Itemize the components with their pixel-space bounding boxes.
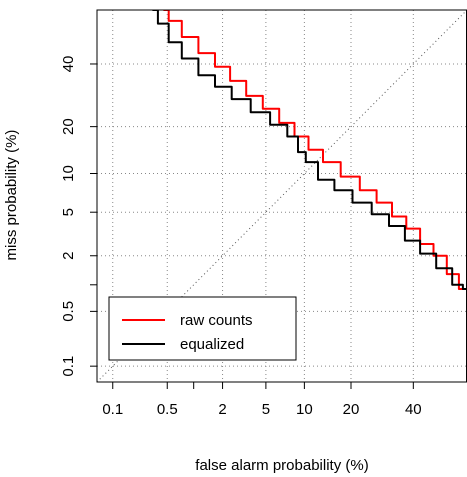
y-tick-label: 40 [60, 56, 77, 73]
x-tick-label: 5 [262, 401, 270, 418]
legend-box [108, 296, 297, 361]
x-tick-label: 10 [296, 401, 313, 418]
y-tick-label: 2 [60, 252, 77, 260]
legend-label: equalized [180, 336, 244, 353]
legend: raw counts equalized [108, 296, 297, 361]
x-tick-label: 20 [343, 401, 360, 418]
y-axis: 0.1 0.5 2 5 10 20 40 [60, 56, 97, 377]
x-axis: 0.1 0.5 2 5 10 20 40 [102, 382, 422, 418]
x-tick-label: 0.1 [102, 401, 123, 418]
y-tick-label: 10 [60, 165, 77, 182]
y-axis-label: miss probability (%) [3, 130, 20, 261]
series-lines [152, 10, 467, 290]
x-axis-label: false alarm probability (%) [195, 457, 368, 474]
x-tick-label: 40 [405, 401, 422, 418]
y-tick-label: 20 [60, 118, 77, 135]
y-tick-label: 5 [60, 208, 77, 216]
legend-label: raw counts [180, 312, 253, 329]
x-tick-label: 0.5 [157, 401, 178, 418]
y-tick-label: 0.5 [60, 301, 77, 322]
series-line-equalized [152, 10, 467, 290]
y-tick-label: 0.1 [60, 356, 77, 377]
x-tick-label: 2 [218, 401, 226, 418]
